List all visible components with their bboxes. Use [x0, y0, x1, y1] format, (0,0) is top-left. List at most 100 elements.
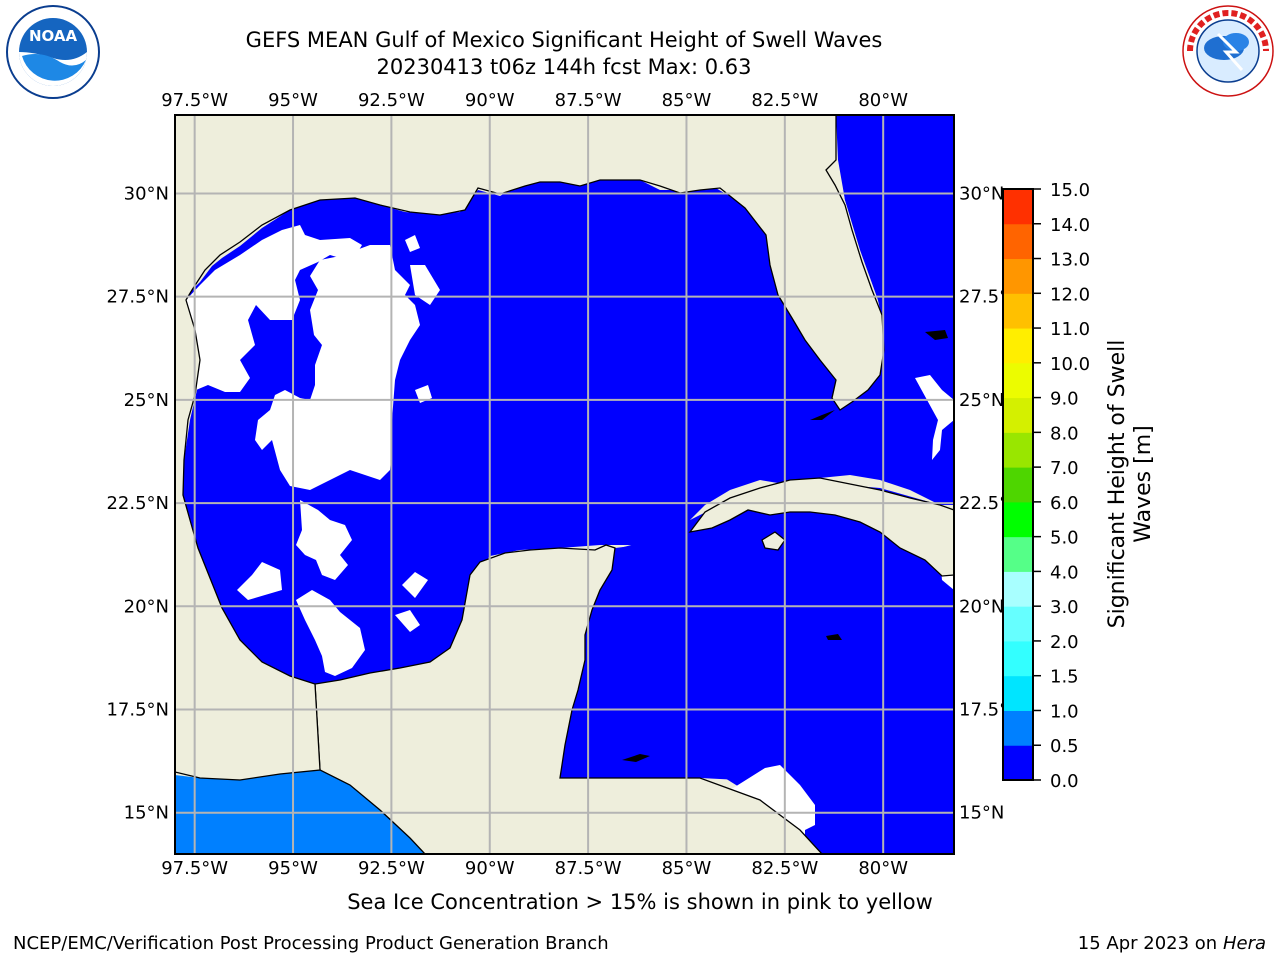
calm-area-bahamas: [915, 375, 954, 460]
lon-label: 85°W: [662, 90, 712, 111]
lat-label: 20°N: [959, 596, 1004, 617]
colorbar-band: [1003, 745, 1033, 781]
colorbar-label-line2: Waves [m]: [1131, 425, 1156, 542]
lat-label: 15°N: [124, 803, 169, 824]
calm-area-e: [415, 385, 432, 403]
footer-date-text: 15 Apr 2023 on: [1077, 933, 1223, 954]
colorbar-tick-label: 14.0: [1050, 215, 1090, 236]
atlantic-water: [836, 115, 954, 500]
colorbar-tick-label: 5.0: [1050, 528, 1079, 549]
land-jamaica: [826, 634, 842, 640]
colorbar-band: [1003, 362, 1033, 399]
colorbar-tick-label: 4.0: [1050, 562, 1079, 583]
lon-label: 87.5°W: [555, 90, 622, 111]
colorbar-tick-label: 13.0: [1050, 250, 1090, 271]
footer-date: 15 Apr 2023 on Hera: [1078, 933, 1266, 954]
lon-labels-bottom: 97.5°W 95°W 92.5°W 90°W 87.5°W 85°W 82.5°W 80°W: [161, 858, 908, 879]
footer-credit: NCEP/EMC/Verification Post Processing Pr…: [13, 933, 609, 954]
colorbar-band: [1003, 293, 1033, 329]
lon-label: 82.5°W: [751, 858, 818, 879]
land-cayman: [622, 754, 650, 762]
lat-label: 25°N: [959, 390, 1004, 411]
colorbar-tick-label: 9.0: [1050, 389, 1079, 410]
colorbar-band: [1003, 501, 1033, 538]
lat-label: 27.5°N: [106, 287, 169, 308]
lat-label: 30°N: [124, 183, 169, 204]
lon-label: 95°W: [268, 858, 318, 879]
colorbar-band: [1003, 397, 1033, 433]
colorbar-tick-label: 15.0: [1050, 180, 1090, 201]
colorbar-tick-label: 7.0: [1050, 458, 1079, 479]
colorbar-band: [1003, 710, 1033, 746]
colorbar-band: [1003, 536, 1033, 572]
lon-labels-top: 97.5°W 95°W 92.5°W 90°W 87.5°W 85°W 82.5°W 80°W: [161, 90, 908, 111]
grid-lines: [175, 115, 954, 854]
calm-area-coast: [410, 265, 440, 305]
sea-ice-note: Sea Ice Concentration > 15% is shown in …: [347, 890, 933, 914]
calm-area-s2: [402, 572, 428, 598]
colorbar-tick-label: 10.0: [1050, 354, 1090, 375]
colorbar-band: [1003, 432, 1033, 468]
colorbar-band: [1003, 328, 1033, 364]
calm-area-west: [186, 225, 362, 392]
lat-label: 15°N: [959, 803, 1004, 824]
map-frame: [174, 114, 955, 855]
colorbar-band: [1003, 640, 1033, 677]
colorbar-band: [1003, 223, 1033, 260]
land-yucatan: [314, 544, 823, 854]
land-keys: [810, 410, 835, 420]
colorbar-frame: [1002, 188, 1034, 781]
colorbar-band: [1003, 571, 1033, 607]
lon-label: 80°W: [858, 858, 908, 879]
colorbar-tick-label: 12.0: [1050, 284, 1090, 305]
colorbar-band: [1003, 467, 1033, 503]
noaa-logo-icon: NOAA: [6, 5, 100, 99]
calm-area-sw: [296, 500, 352, 580]
lat-label: 30°N: [959, 183, 1004, 204]
colorbar-tick-label: 6.0: [1050, 493, 1079, 514]
lon-label: 97.5°W: [161, 858, 228, 879]
colorbar-tick-label: 1.5: [1050, 667, 1079, 688]
map-subtitle: 20230413 t06z 144h fcst Max: 0.63: [376, 55, 752, 79]
calm-area-center: [255, 245, 420, 490]
colorbar-band: [1003, 606, 1033, 642]
colorbar-tick-label: 8.0: [1050, 423, 1079, 444]
nws-logo-icon: [1182, 5, 1274, 97]
lon-label: 97.5°W: [161, 90, 228, 111]
lat-label: 17.5°N: [106, 700, 169, 721]
colorbar-tick-label: 1.0: [1050, 701, 1079, 722]
colorbar-band: [1003, 675, 1033, 711]
noaa-logo-text: NOAA: [29, 27, 78, 45]
lon-label: 80°W: [858, 90, 908, 111]
colorbar-band: [1003, 189, 1033, 225]
lon-label: 85°W: [662, 858, 712, 879]
caribbean-water: [555, 483, 954, 854]
colorbar-tick-label: 2.0: [1050, 632, 1079, 653]
colorbar: 0.0 0.5 1.0 1.5 2.0 3.0 4.0 5.0 6.0 7.0 8.0 9.0 10.0…: [1002, 180, 1090, 792]
colorbar-tick-label: 11.0: [1050, 319, 1090, 340]
calm-area-s: [395, 610, 420, 632]
lat-label: 25°N: [124, 390, 169, 411]
lon-label: 92.5°W: [358, 90, 425, 111]
map-canvas: [175, 115, 954, 854]
colorbar-band: [1003, 258, 1033, 294]
footer-host: Hera: [1222, 933, 1266, 954]
calm-area-sw2: [237, 562, 282, 600]
lat-label: 22.5°N: [106, 493, 169, 514]
land-isle-of-youth: [761, 531, 786, 551]
lon-label: 92.5°W: [358, 858, 425, 879]
colorbar-tick-label: 0.0: [1050, 771, 1079, 792]
land-bahamas: [925, 330, 948, 340]
calm-area-sw3: [296, 590, 365, 676]
colorbar-tick-label: 3.0: [1050, 597, 1079, 618]
colorbar-tick-label: 0.5: [1050, 736, 1079, 757]
lat-label: 20°N: [124, 596, 169, 617]
calm-area-north: [405, 235, 420, 252]
lon-label: 90°W: [465, 90, 515, 111]
lat-labels-left: 30°N 27.5°N 25°N 22.5°N 20°N 17.5°N 15°N: [106, 183, 169, 823]
lon-label: 90°W: [465, 858, 515, 879]
map-title: GEFS MEAN Gulf of Mexico Significant Hei…: [245, 28, 883, 52]
lon-label: 82.5°W: [751, 90, 818, 111]
lon-label: 87.5°W: [555, 858, 622, 879]
